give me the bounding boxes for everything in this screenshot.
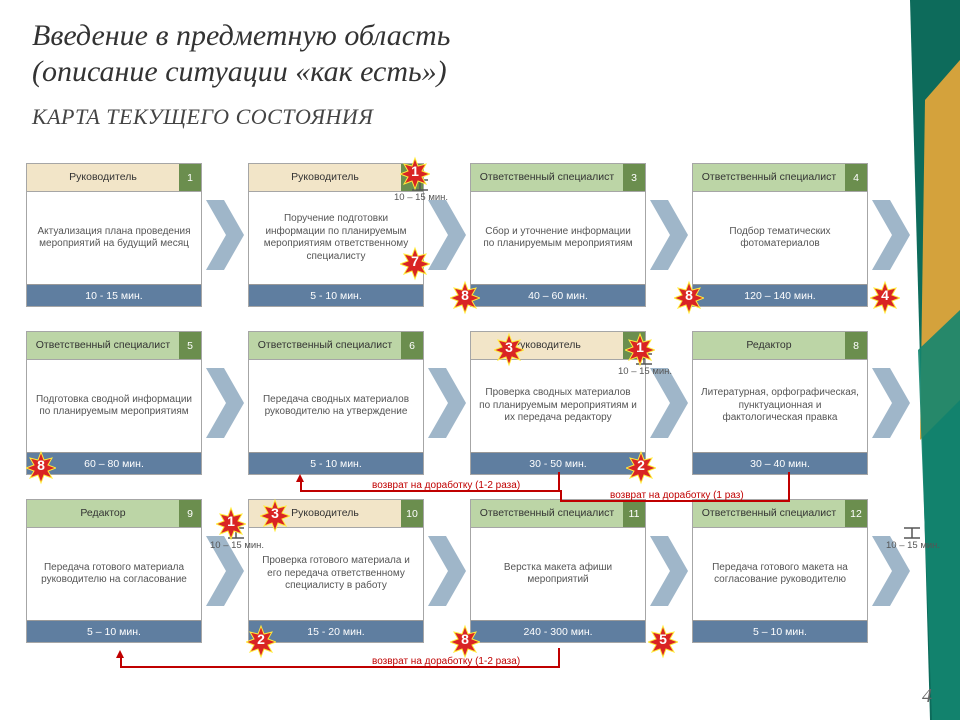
page-number: 4 bbox=[922, 685, 932, 708]
process-row-2: Ответственный специалист 5 Подготовка св… bbox=[26, 328, 946, 478]
card-body: Подбор тематических фотоматериалов bbox=[693, 192, 867, 284]
card-role: Ответственный специалист bbox=[27, 332, 179, 359]
chevron-icon bbox=[650, 200, 688, 270]
card-body: Передача готового макета на согласование… bbox=[693, 528, 867, 620]
card-role: Ответственный специалист bbox=[249, 332, 401, 359]
process-row-1: Руководитель 1 Актуализация плана провед… bbox=[26, 160, 946, 310]
issue-star: 2 bbox=[626, 450, 656, 480]
card-number: 3 bbox=[623, 164, 645, 191]
process-card-11: Ответственный специалист 11 Верстка маке… bbox=[470, 499, 646, 643]
card-role: Редактор bbox=[693, 332, 845, 359]
wait-time-label: 10 – 15 мин. bbox=[886, 540, 940, 551]
issue-star: 8 bbox=[450, 280, 480, 310]
card-time: 30 - 50 мин. bbox=[471, 452, 645, 474]
card-role: Ответственный специалист bbox=[693, 500, 845, 527]
card-time: 120 – 140 мин. bbox=[693, 284, 867, 306]
chevron-icon bbox=[206, 200, 244, 270]
return-label: возврат на доработку (1-2 раза) bbox=[372, 480, 520, 491]
card-number: 5 bbox=[179, 332, 201, 359]
chevron-icon bbox=[428, 200, 466, 270]
card-body: Литературная, орфографическая, пунктуаци… bbox=[693, 360, 867, 452]
card-number: 10 bbox=[401, 500, 423, 527]
chevron-icon bbox=[206, 368, 244, 438]
return-line bbox=[560, 490, 562, 501]
process-card-6: Ответственный специалист 6 Передача свод… bbox=[248, 331, 424, 475]
slide-subtitle: КАРТА ТЕКУЩЕГО СОСТОЯНИЯ bbox=[0, 94, 960, 134]
process-card-2: Руководитель 2 Поручение подготовки инфо… bbox=[248, 163, 424, 307]
process-card-1: Руководитель 1 Актуализация плана провед… bbox=[26, 163, 202, 307]
process-card-4: Ответственный специалист 4 Подбор темати… bbox=[692, 163, 868, 307]
process-card-3: Ответственный специалист 3 Сбор и уточне… bbox=[470, 163, 646, 307]
process-card-9: Редактор 9 Передача готового материала р… bbox=[26, 499, 202, 643]
process-card-8: Редактор 8 Литературная, орфографическая… bbox=[692, 331, 868, 475]
chevron-icon bbox=[428, 368, 466, 438]
issue-star: 1 bbox=[216, 506, 246, 536]
card-role: Руководитель bbox=[249, 164, 401, 191]
chevron-icon bbox=[428, 536, 466, 606]
issue-star: 1 bbox=[400, 156, 430, 186]
issue-star: 7 bbox=[400, 246, 430, 276]
card-body: Актуализация плана проведения мероприяти… bbox=[27, 192, 201, 284]
return-line bbox=[558, 648, 560, 667]
card-role: Руководитель bbox=[27, 164, 179, 191]
issue-star: 8 bbox=[450, 624, 480, 654]
return-label: возврат на доработку (1-2 раза) bbox=[372, 656, 520, 667]
chevron-icon bbox=[872, 200, 910, 270]
return-line bbox=[788, 472, 790, 501]
process-card-12: Ответственный специалист 12 Передача гот… bbox=[692, 499, 868, 643]
issue-star: 3 bbox=[494, 332, 524, 362]
card-time: 40 – 60 мин. bbox=[471, 284, 645, 306]
issue-star: 4 bbox=[870, 280, 900, 310]
card-body: Сбор и уточнение информации по планируем… bbox=[471, 192, 645, 284]
card-time: 240 - 300 мин. bbox=[471, 620, 645, 642]
card-body: Подготовка сводной информации по планиру… bbox=[27, 360, 201, 452]
card-time: 10 - 15 мин. bbox=[27, 284, 201, 306]
issue-star: 8 bbox=[674, 280, 704, 310]
card-time: 5 – 10 мин. bbox=[693, 620, 867, 642]
card-body: Передача сводных материалов руководителю… bbox=[249, 360, 423, 452]
issue-star: 3 bbox=[260, 498, 290, 528]
card-body: Проверка готового материала и его переда… bbox=[249, 528, 423, 620]
card-number: 8 bbox=[845, 332, 867, 359]
card-role: Ответственный специалист bbox=[471, 500, 623, 527]
return-label: возврат на доработку (1 раз) bbox=[610, 490, 744, 501]
card-body: Верстка макета афиши мероприятий bbox=[471, 528, 645, 620]
process-row-3: Редактор 9 Передача готового материала р… bbox=[26, 496, 946, 646]
process-map: Руководитель 1 Актуализация плана провед… bbox=[26, 160, 946, 664]
wait-time-label: 10 – 15 мин. bbox=[210, 540, 264, 551]
wait-icon bbox=[902, 526, 922, 540]
card-number: 6 bbox=[401, 332, 423, 359]
card-number: 1 bbox=[179, 164, 201, 191]
issue-star: 1 bbox=[625, 332, 655, 362]
card-body: Передача готового материала руководителю… bbox=[27, 528, 201, 620]
issue-star: 8 bbox=[26, 450, 56, 480]
card-time: 30 – 40 мин. bbox=[693, 452, 867, 474]
card-number: 11 bbox=[623, 500, 645, 527]
card-number: 4 bbox=[845, 164, 867, 191]
card-time: 5 – 10 мин. bbox=[27, 620, 201, 642]
card-number: 12 bbox=[845, 500, 867, 527]
card-number: 9 bbox=[179, 500, 201, 527]
chevron-icon bbox=[650, 368, 688, 438]
issue-star: 5 bbox=[648, 624, 678, 654]
return-line bbox=[558, 472, 560, 491]
chevron-icon bbox=[872, 368, 910, 438]
card-body: Поручение подготовки информации по плани… bbox=[249, 192, 423, 284]
return-arrowhead bbox=[296, 474, 304, 482]
card-role: Редактор bbox=[27, 500, 179, 527]
wait-time-label: 10 – 15 мин. bbox=[618, 366, 672, 377]
card-role: Ответственный специалист bbox=[471, 164, 623, 191]
chevron-icon bbox=[650, 536, 688, 606]
card-role: Ответственный специалист bbox=[693, 164, 845, 191]
issue-star: 2 bbox=[246, 624, 276, 654]
slide-title: Введение в предметную область (описание … bbox=[0, 0, 960, 94]
card-time: 5 - 10 мин. bbox=[249, 452, 423, 474]
card-time: 5 - 10 мин. bbox=[249, 284, 423, 306]
return-arrowhead bbox=[116, 650, 124, 658]
wait-time-label: 10 – 15 мин. bbox=[394, 192, 448, 203]
